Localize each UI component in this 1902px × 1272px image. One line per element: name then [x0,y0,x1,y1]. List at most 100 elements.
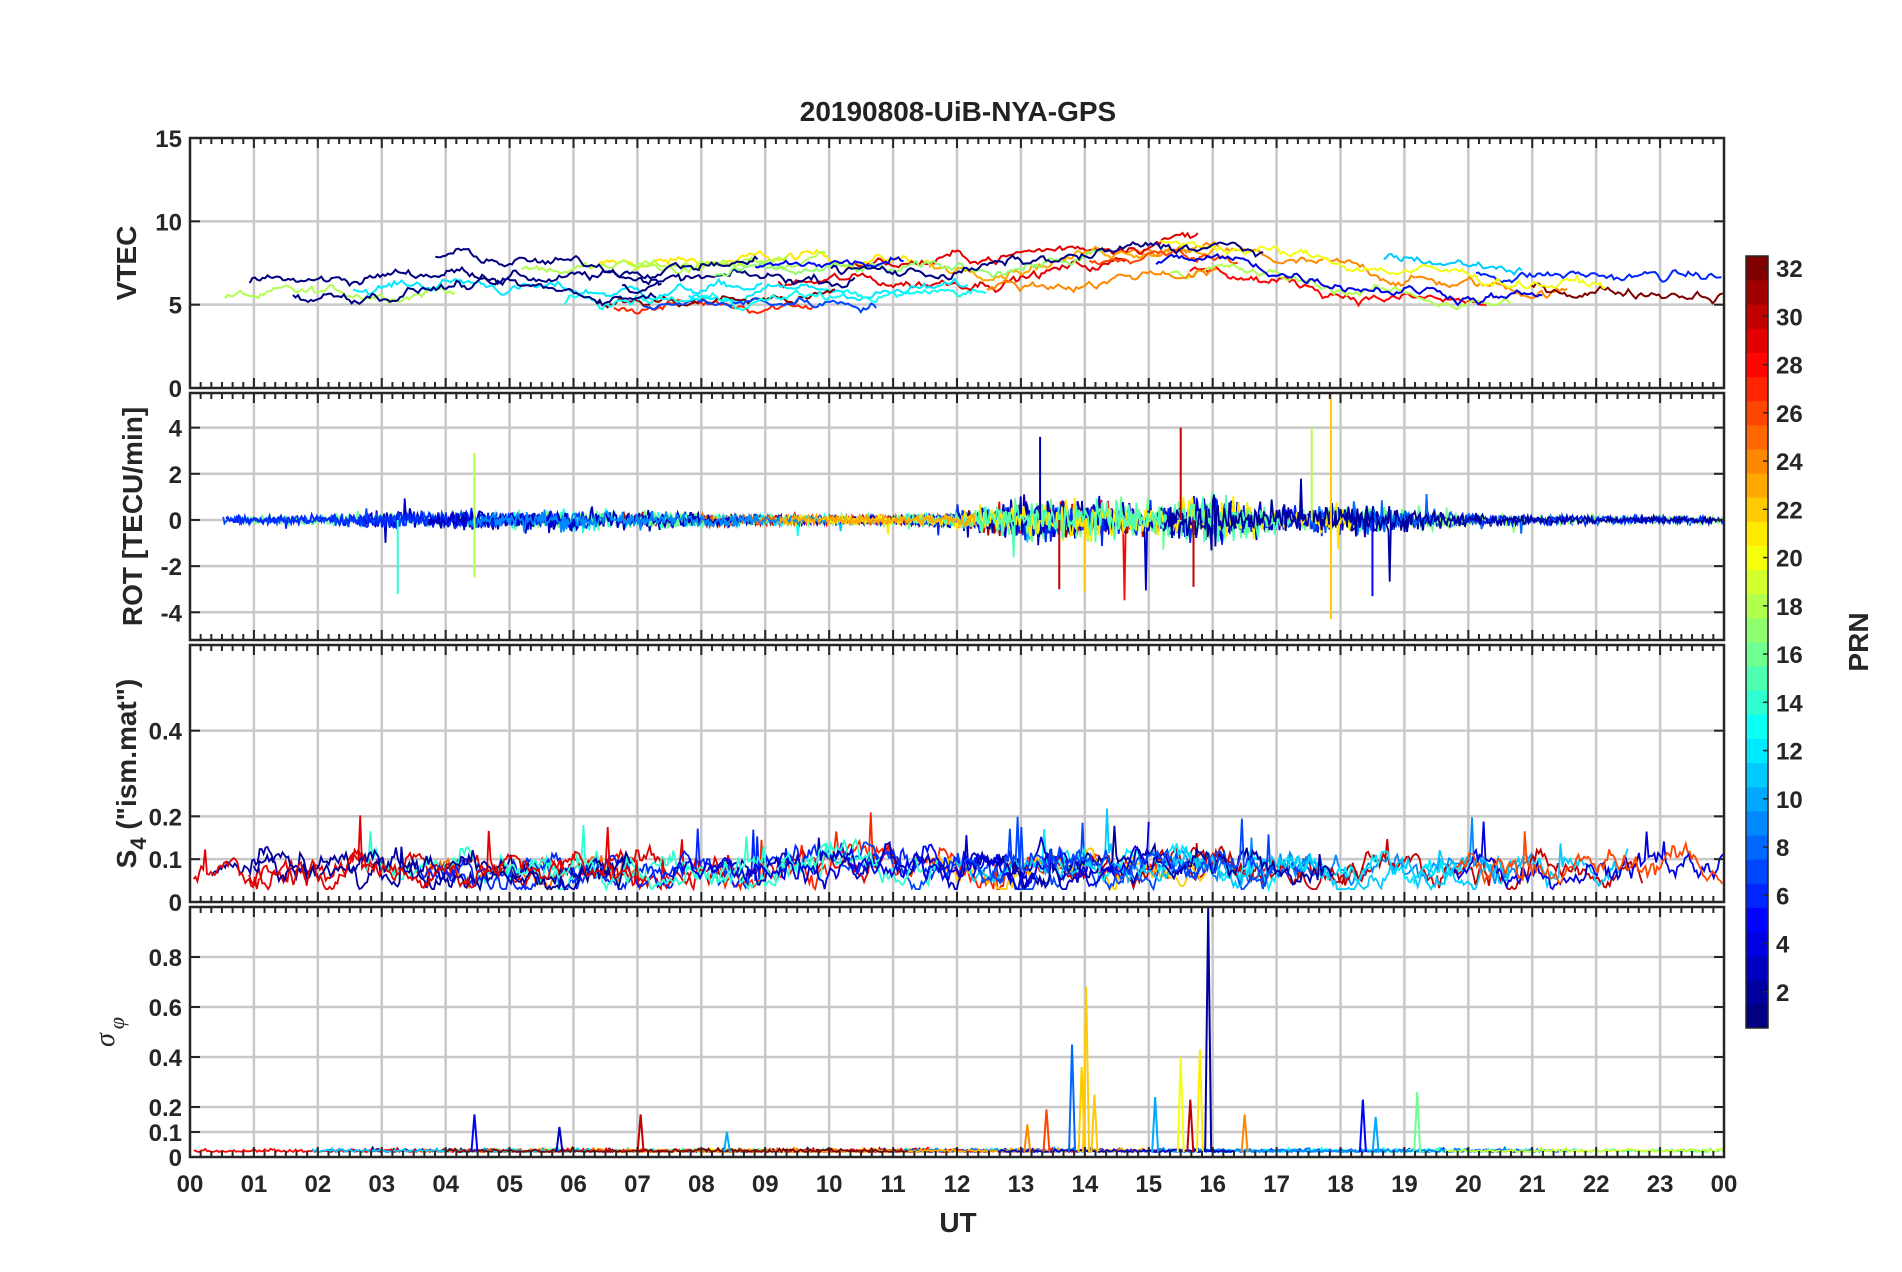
spike-prn-22 [1082,986,1091,1153]
series-prn-32 [1530,282,1724,305]
series-prn-4 [1452,821,1724,891]
colorbar-tick-label: 24 [1776,449,1803,476]
spike-prn-26 [1042,1109,1051,1153]
panel-4: 00.10.2 0.4 0.6 0.8 σφ 00 01 02 03 04 05 06 07 08 09 10… [90,905,1737,1198]
series-prn-14 [505,824,941,892]
series-prn-18 [224,283,456,305]
series-prn-7 [965,816,1274,887]
x-tick-label: 03 [368,1171,395,1198]
series-prn-23 [778,511,976,528]
x-tick-label: 06 [560,1171,587,1198]
series-prn-1 [622,268,856,295]
series-prn-4 [1155,252,1543,307]
series-prn-5 [755,255,904,269]
y-tick-label: 0.6 [149,995,182,1022]
y-tick-label: 0 [169,508,182,535]
ticks [189,137,1725,389]
series-prn-2 [211,845,632,892]
colorbar-segment [1746,786,1768,812]
colorbar-segment [1746,835,1768,860]
series-prn-6 [438,851,686,891]
grid [190,138,1724,388]
series-prn-26 [1455,831,1723,886]
spike-prn-3 [555,1126,564,1153]
y-tick-label: 2 [169,462,182,489]
colorbar-segment [1746,424,1768,450]
colorbar-tick-label: 30 [1776,304,1803,331]
x-tick-label: 21 [1519,1171,1546,1198]
colorbar-segment [1746,328,1768,353]
spike-prn-30 [1186,1099,1195,1153]
colorbar-frame [1745,255,1769,1029]
x-axis-label: UT [939,1207,976,1238]
colorbar-segment [1746,907,1768,932]
series-group [224,231,1724,315]
y-tick-label: 0.1 [149,1120,182,1147]
spike-prn-10 [722,1131,731,1153]
x-tick-label: 02 [304,1171,331,1198]
colorbar-segment [1746,738,1768,764]
x-tick-label: 15 [1135,1171,1162,1198]
colorbar-tick-label: 26 [1776,401,1803,428]
x-tick-label: 08 [688,1171,715,1198]
colorbar-tick-label: 28 [1776,353,1803,380]
x-tick-label: 01 [241,1171,268,1198]
series-prn-29 [248,815,734,891]
ticks [189,393,1725,640]
colorbar-label: PRN [1843,612,1874,671]
ticks [189,907,1725,1158]
series-prn-1 [435,247,759,280]
y-tick-label: 0.1 [149,847,182,874]
colorbar-segment [1746,714,1768,739]
colorbar-segment [1746,256,1768,281]
x-tick-label: 04 [432,1171,459,1198]
colorbar-tick-label: 4 [1776,932,1790,959]
series-prn-12 [352,277,763,301]
series-prn-1 [830,240,1264,281]
colorbar-segment [1746,810,1768,836]
colorbar-tick-label: 10 [1776,787,1803,814]
y-tick-label: 0.2 [149,1095,182,1122]
y-axis-label: S4 ("ism.mat") [111,679,151,869]
colorbar-segment [1746,521,1768,546]
y-axis-label: VTEC [111,226,142,301]
series-prn-19 [1444,1145,1724,1154]
series-prn-20 [1160,240,1606,290]
series-prn-32 [445,1145,908,1154]
series-prn-17 [713,246,1104,279]
spike-prn-20 [1176,1056,1185,1153]
series-prn-3 [866,496,1228,591]
spike-prn-22 [1090,1094,1099,1153]
colorbar-segment [1746,690,1768,715]
colorbar-segment [1746,883,1768,908]
spike-prn-24 [1023,1124,1032,1153]
spike-prn-2 [1204,907,1213,1153]
colorbar-segment [1746,955,1768,981]
ticks [189,645,1725,903]
colorbar-segment [1746,449,1768,474]
x-tick-label: 11 [880,1171,905,1198]
colorbar-segment [1746,931,1768,957]
panel-2: -4 -2 0 2 4 ROT [TECU/min] [117,391,1726,642]
colorbar-segment [1746,400,1768,426]
y-tick-label: -4 [161,600,183,627]
series-prn-24 [986,268,1217,294]
spike-prn-24 [1240,1114,1249,1153]
series-prn-6 [225,507,589,531]
grid [190,907,1724,1157]
x-tick-label: 13 [1008,1171,1035,1198]
colorbar-segment [1746,280,1768,305]
colorbar-tick-label: 2 [1776,980,1789,1007]
spike-prn-5 [470,1114,479,1153]
x-tick-label: 18 [1327,1171,1354,1198]
y-tick-label: -2 [161,554,182,581]
series-group [222,393,1724,620]
spike-prn-10 [1371,1116,1380,1153]
spike-prn-8 [1068,1044,1077,1153]
series-group [193,907,1724,1154]
y-tick-label: 4 [169,416,183,443]
colorbar-segment [1746,376,1768,402]
colorbar-tick-label: 32 [1776,256,1803,283]
